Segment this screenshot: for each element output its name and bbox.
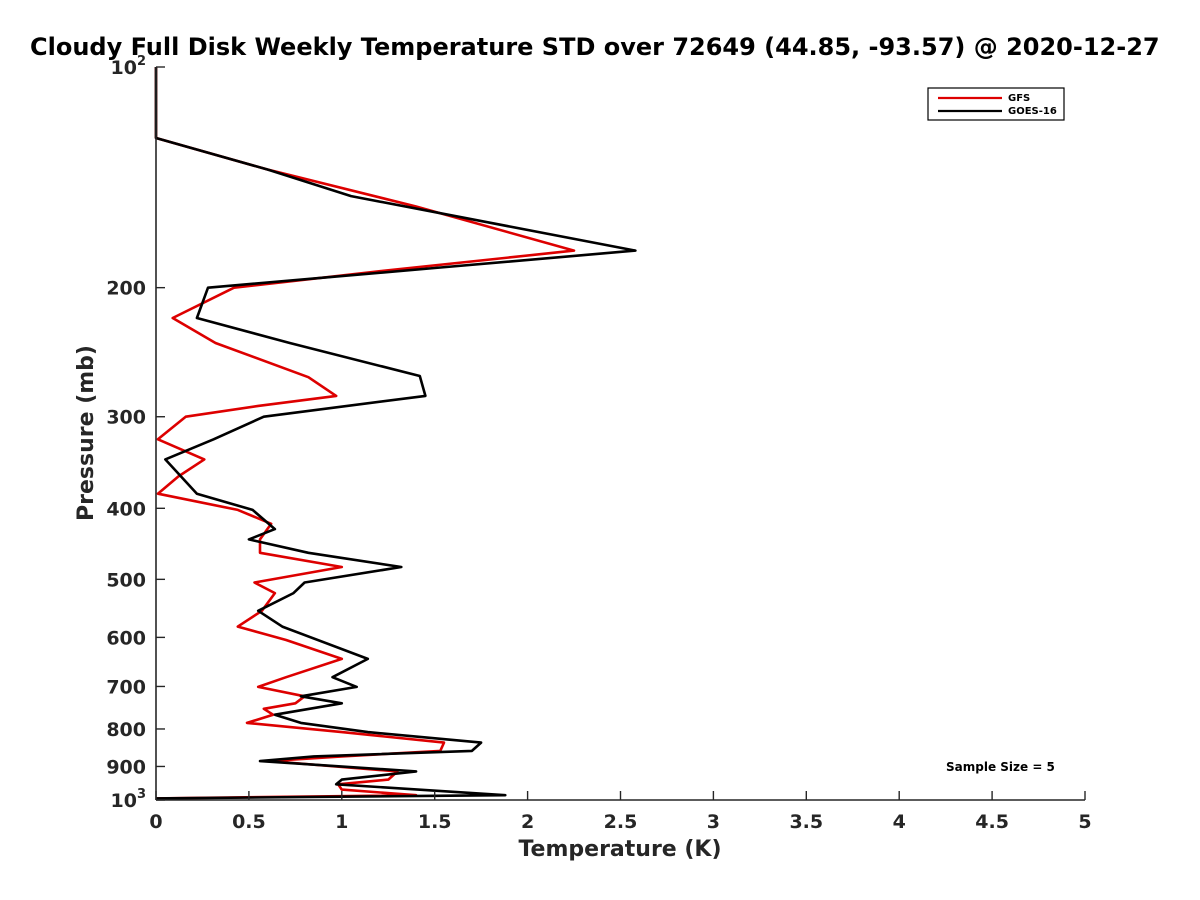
y-axis-ticks: 102 200 300 400 500 600 700 800 900 103	[106, 54, 165, 812]
y-tick-label: 200	[106, 278, 146, 300]
series-lines	[154, 67, 637, 800]
series-line-goes16	[154, 67, 637, 800]
x-tick-label: 4.5	[975, 811, 1009, 833]
x-tick-label: 2.5	[604, 811, 638, 833]
y-tick-label: 600	[106, 627, 146, 649]
y-tick-label: 103	[111, 787, 147, 812]
y-tick-label: 500	[106, 569, 146, 591]
y-tick-label: 700	[106, 676, 146, 698]
legend-box	[927, 87, 1065, 121]
legend: GFS GOES-16	[927, 87, 1065, 121]
legend-label-goes16: GOES-16	[1008, 106, 1057, 117]
y-tick-label: 800	[106, 719, 146, 741]
y-tick-label: 400	[106, 498, 146, 520]
chart-title: Cloudy Full Disk Weekly Temperature STD …	[30, 33, 1160, 61]
series-line-gfs	[154, 67, 576, 800]
y-tick-label: 900	[106, 756, 146, 778]
legend-label-gfs: GFS	[1008, 93, 1030, 104]
x-tick-label: 1	[335, 811, 348, 833]
y-axis-label: Pressure (mb)	[74, 345, 99, 521]
x-axis-label: Temperature (K)	[518, 837, 721, 862]
x-axis-ticks: 0 0.5 1 1.5 2 2.5 3 3.5 4 4.5 5	[149, 791, 1092, 833]
x-tick-label: 5	[1078, 811, 1091, 833]
x-tick-label: 2	[521, 811, 534, 833]
sample-size-annotation: Sample Size = 5	[946, 760, 1055, 774]
x-tick-label: 3.5	[789, 811, 823, 833]
y-tick-label: 102	[111, 54, 147, 79]
y-tick-label: 300	[106, 407, 146, 429]
x-tick-label: 0.5	[232, 811, 266, 833]
x-tick-label: 3	[707, 811, 720, 833]
x-tick-label: 1.5	[418, 811, 452, 833]
x-tick-label: 4	[893, 811, 906, 833]
x-tick-label: 0	[149, 811, 162, 833]
